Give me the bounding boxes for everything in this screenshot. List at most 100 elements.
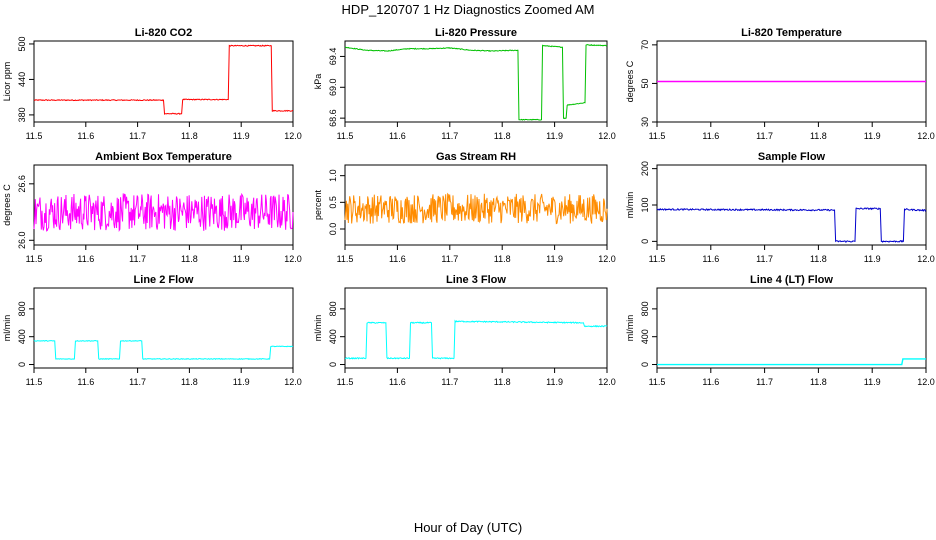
x-tick-label: 11.7: [129, 131, 146, 141]
x-tick-label: 12.0: [917, 377, 935, 387]
y-tick-label: 26.0: [17, 232, 27, 250]
x-tick-label: 11.8: [494, 377, 511, 387]
x-tick-label: 12.0: [284, 131, 302, 141]
x-tick-label: 12.0: [917, 254, 935, 264]
chart-panel: Sample Flow ml/min 11.5 11.6 11.7 11.8 11.9 12.…: [625, 151, 935, 264]
y-tick-label: 800: [328, 301, 338, 316]
x-tick-label: 11.9: [546, 377, 563, 387]
y-tick-label: 400: [17, 329, 27, 344]
series-line: [344, 44, 608, 121]
series-line: [33, 192, 294, 233]
y-tick-label: 200: [640, 161, 650, 176]
chart-title: Line 2 Flow: [134, 274, 194, 286]
y-tick-label: 0: [17, 362, 27, 367]
y-axis-label: percent: [313, 189, 323, 220]
chart-title: Li-820 CO2: [135, 27, 192, 39]
plot-frame: [344, 164, 608, 246]
series-line: [33, 339, 294, 360]
x-tick-label: 12.0: [598, 254, 616, 264]
y-axis-label: ml/min: [625, 192, 635, 219]
x-tick-label: 11.8: [494, 254, 511, 264]
y-axis-label: degrees C: [2, 184, 12, 226]
x-tick-label: 12.0: [598, 377, 616, 387]
y-tick-label: 100: [640, 197, 650, 212]
x-tick-label: 11.6: [77, 377, 94, 387]
x-tick-label: 11.6: [77, 131, 94, 141]
x-tick-label: 11.8: [810, 131, 827, 141]
y-tick-label: 800: [640, 301, 650, 316]
y-tick-label: 70: [640, 40, 650, 50]
chart-title: Li-820 Pressure: [435, 27, 517, 39]
x-tick-label: 11.5: [649, 254, 666, 264]
chart-panel: Li-820 Pressure kPa 11.5 11.6 11.7 11.8 11.9 12…: [313, 27, 616, 141]
x-tick-label: 11.5: [26, 254, 43, 264]
x-tick-label: 11.7: [756, 131, 773, 141]
x-tick-label: 12.0: [917, 131, 935, 141]
x-tick-label: 12.0: [598, 131, 616, 141]
y-tick-label: 500: [17, 36, 27, 51]
x-tick-label: 11.8: [810, 254, 827, 264]
chart-title: Sample Flow: [758, 151, 826, 163]
chart-panel: Line 2 Flow ml/min 11.5 11.6 11.7 11.8 11.9 12.…: [2, 274, 302, 387]
x-tick-label: 11.9: [546, 254, 563, 264]
x-tick-label: 12.0: [284, 377, 302, 387]
plot-frame: [344, 287, 608, 369]
x-tick-label: 11.6: [389, 254, 406, 264]
y-axis-label: kPa: [313, 74, 323, 90]
x-tick-label: 11.9: [233, 377, 250, 387]
series-line: [344, 192, 608, 225]
x-tick-label: 11.5: [337, 377, 354, 387]
y-tick-label: 0.0: [328, 223, 338, 236]
y-tick-label: 0: [640, 362, 650, 367]
y-tick-label: 400: [328, 329, 338, 344]
y-tick-label: 400: [640, 329, 650, 344]
plot-frame: [656, 164, 927, 246]
x-tick-label: 11.5: [649, 131, 666, 141]
x-tick-label: 11.5: [26, 131, 43, 141]
x-tick-label: 11.9: [864, 254, 881, 264]
x-tick-label: 11.7: [441, 377, 458, 387]
x-tick-label: 11.6: [702, 377, 719, 387]
series-line: [657, 358, 926, 366]
x-tick-label: 11.6: [389, 377, 406, 387]
chart-panel: Ambient Box Temperature degrees C 11.5 11.6…: [2, 151, 302, 264]
y-tick-label: 800: [17, 301, 27, 316]
x-tick-label: 11.6: [702, 254, 719, 264]
y-tick-label: 69.0: [328, 79, 338, 97]
y-tick-label: 0: [328, 362, 338, 367]
y-tick-label: 26.6: [17, 175, 27, 193]
x-tick-label: 11.9: [864, 377, 881, 387]
chart-panel: Line 4 (LT) Flow ml/min 11.5 11.6 11.7 11.8 11…: [625, 274, 935, 387]
x-tick-label: 11.7: [756, 254, 773, 264]
y-axis-label: ml/min: [313, 315, 323, 342]
plot-frame: [344, 40, 608, 123]
chart-panel: Gas Stream RH percent 11.5 11.6 11.7 11.8 11.9…: [313, 151, 616, 264]
y-axis-label: ml/min: [625, 315, 635, 342]
x-tick-label: 11.8: [810, 377, 827, 387]
chart-title: Gas Stream RH: [436, 151, 516, 163]
x-tick-label: 11.7: [441, 254, 458, 264]
series-line: [344, 319, 608, 360]
x-tick-label: 11.6: [389, 131, 406, 141]
chart-title: Line 3 Flow: [446, 274, 506, 286]
chart-title: Line 4 (LT) Flow: [750, 274, 833, 286]
y-tick-label: 30: [640, 117, 650, 127]
y-tick-label: 380: [17, 107, 27, 122]
x-tick-label: 11.5: [337, 131, 354, 141]
y-axis-label: ml/min: [2, 315, 12, 342]
y-tick-label: 440: [17, 72, 27, 87]
x-tick-label: 11.9: [233, 131, 250, 141]
x-tick-label: 11.7: [129, 377, 146, 387]
x-tick-label: 11.7: [441, 131, 458, 141]
x-tick-label: 11.6: [77, 254, 94, 264]
x-tick-label: 11.7: [756, 377, 773, 387]
x-tick-label: 11.9: [546, 131, 563, 141]
chart-panel: Line 3 Flow ml/min 11.5 11.6 11.7 11.8 11.9 12.…: [313, 274, 616, 387]
y-tick-label: 50: [640, 78, 650, 88]
y-axis-label: Licor ppm: [2, 62, 12, 102]
figure-title: HDP_120707 1 Hz Diagnostics Zoomed AM: [342, 2, 595, 17]
y-tick-label: 0.5: [328, 196, 338, 209]
y-tick-label: 69.4: [328, 48, 338, 66]
x-tick-label: 11.6: [702, 131, 719, 141]
